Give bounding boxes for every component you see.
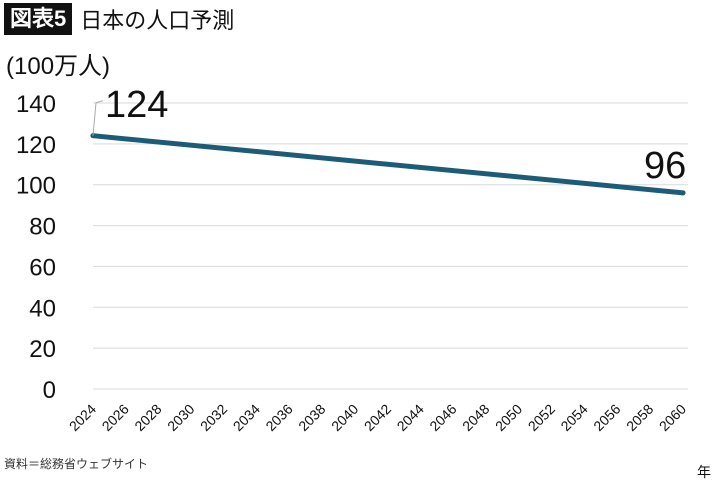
x-tick-label: 2038 — [295, 401, 328, 434]
y-axis-unit: (100万人) — [6, 53, 111, 80]
data-label: 124 — [105, 84, 168, 126]
x-tick-label: 2052 — [525, 401, 558, 434]
x-tick-label: 2032 — [197, 401, 230, 434]
series-line — [90, 133, 686, 196]
y-tick-label: 100 — [16, 173, 56, 200]
x-tick-label: 2034 — [230, 401, 263, 434]
x-tick-label: 2060 — [656, 401, 689, 434]
x-tick-label: 2050 — [492, 401, 525, 434]
x-axis-unit: 年 — [697, 464, 711, 480]
x-tick-label: 2056 — [590, 401, 623, 434]
x-tick-label: 2040 — [328, 401, 361, 434]
figure-label: 図表5 — [4, 3, 73, 35]
data-point — [680, 190, 686, 196]
chart-header: 図表5 日本の人口予測 — [4, 3, 234, 35]
x-tick-label: 2036 — [262, 401, 295, 434]
x-tick-label: 2030 — [164, 401, 197, 434]
y-tick-label: 0 — [43, 377, 56, 404]
chart-title: 日本の人口予測 — [80, 8, 235, 33]
y-tick-label: 80 — [29, 214, 56, 241]
y-tick-label: 140 — [16, 91, 56, 118]
x-tick-label: 2042 — [361, 401, 394, 434]
x-tick-label: 2054 — [557, 401, 590, 434]
source-note: 資料＝総務省ウェブサイト — [4, 457, 149, 471]
x-tick-label: 2026 — [99, 401, 132, 434]
y-tick-label: 120 — [16, 132, 56, 159]
x-tick-label: 2044 — [394, 401, 427, 434]
x-tick-label: 2058 — [623, 401, 656, 434]
y-tick-label: 40 — [29, 295, 56, 322]
label-leader-line — [92, 100, 104, 136]
x-tick-label: 2048 — [459, 401, 492, 434]
data-label: 96 — [644, 145, 686, 187]
y-tick-label: 20 — [29, 336, 56, 363]
x-tick-label: 2024 — [66, 401, 99, 434]
x-tick-label: 2046 — [426, 401, 459, 434]
y-tick-label: 60 — [29, 254, 56, 281]
x-tick-label: 2028 — [131, 401, 164, 434]
